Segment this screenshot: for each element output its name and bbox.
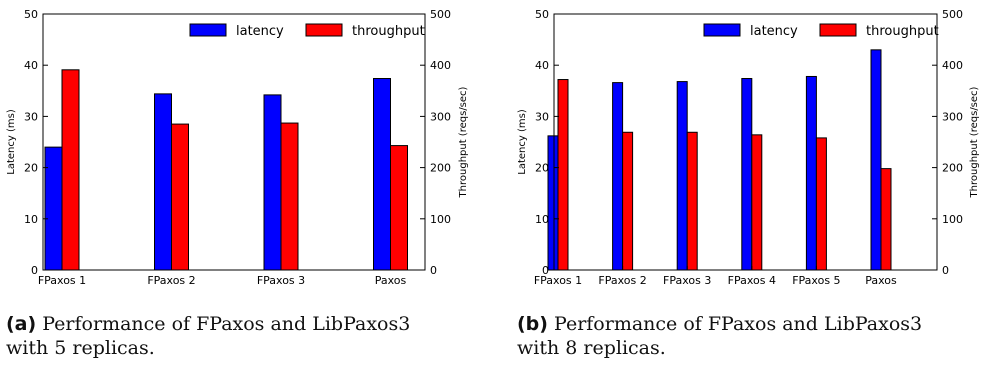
chart-b-ytick-label-left-0: 0 bbox=[542, 264, 549, 277]
chart-a-bar-latency-1 bbox=[44, 146, 63, 271]
chart-a-ytick-label-right-100: 100 bbox=[430, 213, 451, 226]
chart-b-bar-latency-6 bbox=[870, 49, 882, 271]
caption-b: (b) Performance of FPaxos and LibPaxos3 … bbox=[517, 312, 982, 360]
chart-b-bar-throughput-1 bbox=[557, 79, 569, 271]
chart-b-legend-label-latency: latency bbox=[750, 24, 798, 39]
chart-a-ytick-label-right-200: 200 bbox=[430, 162, 451, 175]
chart-b-bar-throughput-5 bbox=[815, 137, 827, 271]
chart-b-xtick-label-2: FPaxos 2 bbox=[598, 274, 646, 287]
chart-b-ytick-label-left-20: 20 bbox=[535, 162, 549, 175]
chart-b-ytick-label-right-200: 200 bbox=[942, 162, 963, 175]
caption-a: (a) Performance of FPaxos and LibPaxos3 … bbox=[6, 312, 476, 360]
chart-panel-b: 0 10 20 30 40 50 0 100 200 300 400 500 FPaxos 1 FPaxo… bbox=[491, 0, 982, 367]
chart-a-xtick-label-3: FPaxos 3 bbox=[257, 274, 305, 287]
chart-a-ytick-label-right-400: 400 bbox=[430, 59, 451, 72]
chart-a-legend-swatch-throughput bbox=[305, 23, 343, 37]
chart-b-ytick-label-right-400: 400 bbox=[942, 59, 963, 72]
caption-b-line2: with 8 replicas. bbox=[517, 337, 666, 359]
caption-b-label: (b) bbox=[517, 313, 548, 335]
chart-a-xtick-label-2: FPaxos 2 bbox=[147, 274, 195, 287]
chart-a-bar-throughput-4 bbox=[390, 145, 408, 271]
chart-a-bar-throughput-1 bbox=[61, 69, 80, 271]
chart-b-legend-swatch-latency bbox=[703, 23, 741, 37]
chart-a-ytick-label-left-50: 50 bbox=[24, 8, 38, 21]
chart-a-plot-frame bbox=[42, 13, 426, 271]
chart-b-ytick-label-left-40: 40 bbox=[535, 59, 549, 72]
caption-a-label: (a) bbox=[6, 313, 37, 335]
chart-b-bar-throughput-4 bbox=[751, 134, 763, 271]
chart-a-ytick-label-left-0: 0 bbox=[31, 264, 38, 277]
chart-b-xtick-label-3: FPaxos 3 bbox=[663, 274, 711, 287]
chart-a-ylabel-right: Throughput (reqs/sec) bbox=[458, 86, 469, 198]
chart-a-ytick-label-right-300: 300 bbox=[430, 110, 451, 123]
chart-b-bar-latency-1 bbox=[547, 135, 559, 271]
chart-a-bar-throughput-2 bbox=[171, 123, 189, 271]
caption-b-line1: Performance of FPaxos and LibPaxos3 bbox=[554, 313, 923, 335]
chart-b-ytick-label-right-0: 0 bbox=[942, 264, 949, 277]
chart-a-ytick-label-right-0: 0 bbox=[430, 264, 437, 277]
chart-panel-a: 0 10 20 30 40 50 0 100 200 300 400 500 FPaxos 1 FPaxo… bbox=[6, 8, 476, 360]
chart-a-ytick-label-left-10: 10 bbox=[24, 213, 38, 226]
chart-b-xtick-label-5: FPaxos 5 bbox=[792, 274, 840, 287]
chart-a-legend-label-latency: latency bbox=[236, 24, 284, 39]
chart-b-bar-latency-3 bbox=[676, 81, 688, 271]
chart-b-legend-label-throughput: throughput bbox=[866, 24, 939, 39]
chart-a-bar-latency-4 bbox=[373, 78, 391, 271]
chart-a-bar-latency-2 bbox=[154, 93, 172, 271]
chart-b-ytick-label-left-30: 30 bbox=[535, 110, 549, 123]
caption-a-line1: Performance of FPaxos and LibPaxos3 bbox=[42, 313, 411, 335]
chart-a-xtick-label-4: Paxos bbox=[375, 274, 407, 287]
chart-b-ylabel-right: Throughput (reqs/sec) bbox=[969, 86, 980, 198]
chart-b-xtick-label-1: FPaxos 1 bbox=[534, 274, 582, 287]
chart-a-ytick-label-left-20: 20 bbox=[24, 162, 38, 175]
chart-a-ylabel-left: Latency (ms) bbox=[6, 109, 17, 175]
chart-b-ytick-label-right-100: 100 bbox=[942, 213, 963, 226]
chart-b-ytick-label-right-500: 500 bbox=[942, 8, 963, 21]
chart-b-bar-latency-4 bbox=[741, 78, 753, 271]
chart-b-bar-throughput-3 bbox=[686, 131, 698, 271]
chart-a-ytick-label-left-30: 30 bbox=[24, 110, 38, 123]
chart-b-plot-frame bbox=[553, 13, 938, 271]
chart-b-ylabel-left: Latency (ms) bbox=[517, 109, 528, 175]
chart-b-ytick-label-right-300: 300 bbox=[942, 110, 963, 123]
chart-a-xtick-label-1: FPaxos 1 bbox=[38, 274, 86, 287]
chart-b-bar-latency-5 bbox=[805, 75, 817, 271]
chart-b-ytick-label-left-10: 10 bbox=[535, 213, 549, 226]
chart-b-legend-swatch-throughput bbox=[819, 23, 857, 37]
chart-a-legend-swatch-latency bbox=[189, 23, 227, 37]
chart-b-xtick-label-6: Paxos bbox=[865, 274, 897, 287]
chart-a-ytick-label-right-500: 500 bbox=[430, 8, 451, 21]
chart-b-bar-throughput-2 bbox=[622, 131, 634, 271]
chart-a-ytick-label-left-40: 40 bbox=[24, 59, 38, 72]
chart-b-bar-throughput-6 bbox=[880, 168, 892, 271]
caption-a-line2: with 5 replicas. bbox=[6, 337, 155, 359]
chart-a-legend-label-throughput: throughput bbox=[352, 24, 425, 39]
chart-a-bar-latency-3 bbox=[263, 94, 282, 271]
chart-b-bar-latency-2 bbox=[612, 82, 624, 271]
chart-a-bar-throughput-3 bbox=[280, 122, 299, 271]
chart-b-ytick-label-left-50: 50 bbox=[535, 8, 549, 21]
chart-b-xtick-label-4: FPaxos 4 bbox=[728, 274, 776, 287]
